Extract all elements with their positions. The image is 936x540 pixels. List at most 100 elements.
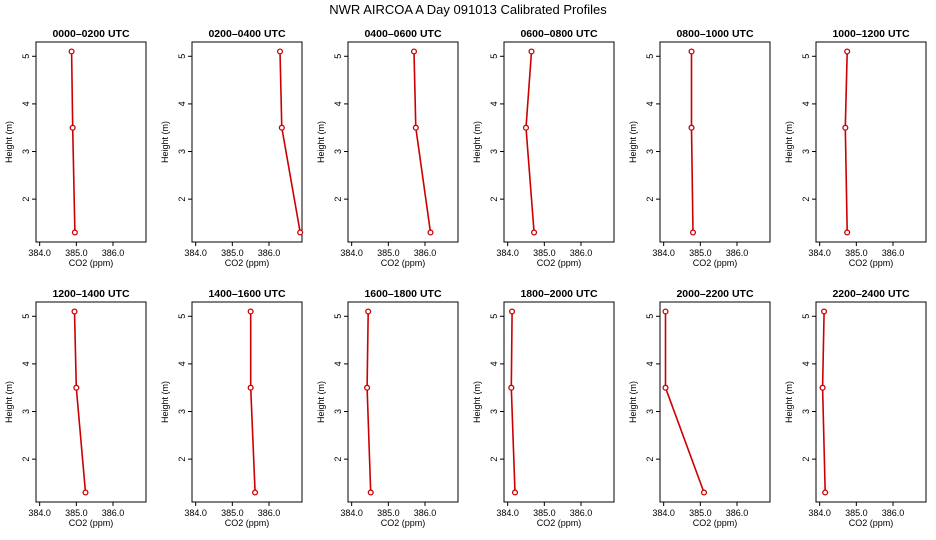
profile-panel: 0000–0200 UTC 384.0 385.0 386.0 2 3 4 5 CO2 (ppm… bbox=[4, 28, 147, 268]
x-tick-label: 385.0 bbox=[533, 248, 556, 258]
panel-title: 0000–0200 UTC bbox=[52, 28, 129, 40]
y-axis-label: Height (m) bbox=[316, 381, 326, 423]
x-tick-label: 385.0 bbox=[689, 508, 712, 518]
y-tick-label: 2 bbox=[801, 457, 811, 462]
profile-line bbox=[525, 51, 535, 233]
y-tick-label: 4 bbox=[333, 361, 343, 366]
y-tick-label: 4 bbox=[489, 101, 499, 106]
y-tick-label: 2 bbox=[489, 457, 499, 462]
data-point bbox=[662, 384, 669, 391]
data-point bbox=[842, 124, 849, 131]
data-point bbox=[82, 489, 89, 496]
data-point bbox=[821, 308, 828, 315]
y-tick-label: 5 bbox=[177, 54, 187, 59]
x-tick-label: 384.0 bbox=[28, 508, 51, 518]
y-axis-label: Height (m) bbox=[160, 381, 170, 423]
x-tick-label: 384.0 bbox=[808, 508, 831, 518]
page-title: NWR AIRCOA A Day 091013 Calibrated Profi… bbox=[329, 2, 607, 17]
profile-line bbox=[70, 51, 76, 233]
y-axis-label: Height (m) bbox=[160, 121, 170, 163]
x-tick-label: 385.0 bbox=[65, 508, 88, 518]
y-tick-label: 2 bbox=[645, 457, 655, 462]
y-tick-label: 5 bbox=[333, 54, 343, 59]
data-point bbox=[71, 308, 78, 315]
profile-line bbox=[510, 311, 516, 493]
plot-frame bbox=[35, 41, 147, 243]
profile-panel: 1600–1800 UTC 384.0 385.0 386.0 2 3 4 5 CO2 (ppm… bbox=[316, 288, 459, 528]
data-point bbox=[822, 489, 829, 496]
y-tick-label: 5 bbox=[333, 314, 343, 319]
y-tick-label: 3 bbox=[21, 149, 31, 154]
x-tick-label: 385.0 bbox=[221, 248, 244, 258]
x-tick-label: 386.0 bbox=[102, 248, 125, 258]
plot-frame bbox=[347, 301, 459, 503]
data-point bbox=[247, 384, 254, 391]
y-tick-label: 4 bbox=[333, 101, 343, 106]
x-tick-label: 386.0 bbox=[726, 248, 749, 258]
profile-line bbox=[413, 51, 432, 233]
x-tick-label: 384.0 bbox=[496, 508, 519, 518]
x-axis-label: CO2 (ppm) bbox=[381, 518, 426, 528]
x-tick-label: 384.0 bbox=[340, 248, 363, 258]
data-point bbox=[247, 308, 254, 315]
y-tick-label: 2 bbox=[177, 197, 187, 202]
data-point bbox=[365, 308, 372, 315]
data-point bbox=[511, 489, 519, 496]
y-tick-label: 5 bbox=[21, 54, 31, 59]
data-point bbox=[688, 48, 695, 55]
x-tick-label: 386.0 bbox=[882, 508, 905, 518]
x-axis-label: CO2 (ppm) bbox=[381, 258, 426, 268]
profile-line bbox=[844, 51, 848, 233]
data-point bbox=[252, 489, 259, 496]
y-tick-label: 5 bbox=[645, 54, 655, 59]
y-tick-label: 2 bbox=[801, 197, 811, 202]
profile-line bbox=[690, 51, 694, 233]
profile-line bbox=[664, 311, 705, 493]
x-tick-label: 384.0 bbox=[184, 248, 207, 258]
profile-line bbox=[366, 311, 372, 493]
y-axis-label: Height (m) bbox=[316, 121, 326, 163]
data-point bbox=[278, 124, 285, 131]
y-tick-label: 2 bbox=[333, 197, 343, 202]
data-point bbox=[276, 48, 284, 55]
y-tick-label: 3 bbox=[801, 149, 811, 154]
y-tick-label: 2 bbox=[21, 197, 31, 202]
plot-frame bbox=[35, 301, 147, 503]
y-tick-label: 4 bbox=[645, 101, 655, 106]
profile-panel: 0600–0800 UTC 384.0 385.0 386.0 2 3 4 5 CO2 (ppm… bbox=[472, 28, 615, 268]
profile-panel: 2000–2200 UTC 384.0 385.0 386.0 2 3 4 5 CO2 (ppm… bbox=[628, 288, 771, 528]
data-point bbox=[509, 308, 516, 315]
data-point bbox=[522, 124, 530, 131]
x-tick-label: 384.0 bbox=[184, 508, 207, 518]
data-point bbox=[69, 124, 76, 131]
profile-panel: 1000–1200 UTC 384.0 385.0 386.0 2 3 4 5 CO2 (ppm… bbox=[784, 28, 927, 268]
y-tick-label: 2 bbox=[333, 457, 343, 462]
y-tick-label: 4 bbox=[21, 361, 31, 366]
x-tick-label: 386.0 bbox=[258, 508, 281, 518]
x-tick-label: 384.0 bbox=[808, 248, 831, 258]
y-tick-label: 3 bbox=[21, 409, 31, 414]
y-tick-label: 5 bbox=[21, 314, 31, 319]
x-axis-label: CO2 (ppm) bbox=[849, 518, 894, 528]
data-point bbox=[688, 124, 695, 131]
panel-title: 0200–0400 UTC bbox=[208, 28, 285, 40]
x-tick-label: 385.0 bbox=[221, 508, 244, 518]
y-tick-label: 2 bbox=[645, 197, 655, 202]
data-point bbox=[427, 229, 434, 236]
x-axis-label: CO2 (ppm) bbox=[849, 258, 894, 268]
data-point bbox=[689, 229, 697, 236]
y-tick-label: 4 bbox=[21, 101, 31, 106]
data-point bbox=[412, 124, 419, 131]
panel-title: 0800–1000 UTC bbox=[676, 28, 753, 40]
y-tick-label: 3 bbox=[177, 149, 187, 154]
y-tick-label: 4 bbox=[489, 361, 499, 366]
x-tick-label: 386.0 bbox=[570, 248, 593, 258]
panel-title: 1000–1200 UTC bbox=[832, 28, 909, 40]
y-axis-label: Height (m) bbox=[784, 381, 794, 423]
data-point bbox=[844, 229, 851, 236]
profile-panel: 1800–2000 UTC 384.0 385.0 386.0 2 3 4 5 CO2 (ppm… bbox=[472, 288, 615, 528]
profile-line bbox=[73, 311, 87, 493]
panel-title: 0400–0600 UTC bbox=[364, 28, 441, 40]
y-tick-label: 5 bbox=[177, 314, 187, 319]
